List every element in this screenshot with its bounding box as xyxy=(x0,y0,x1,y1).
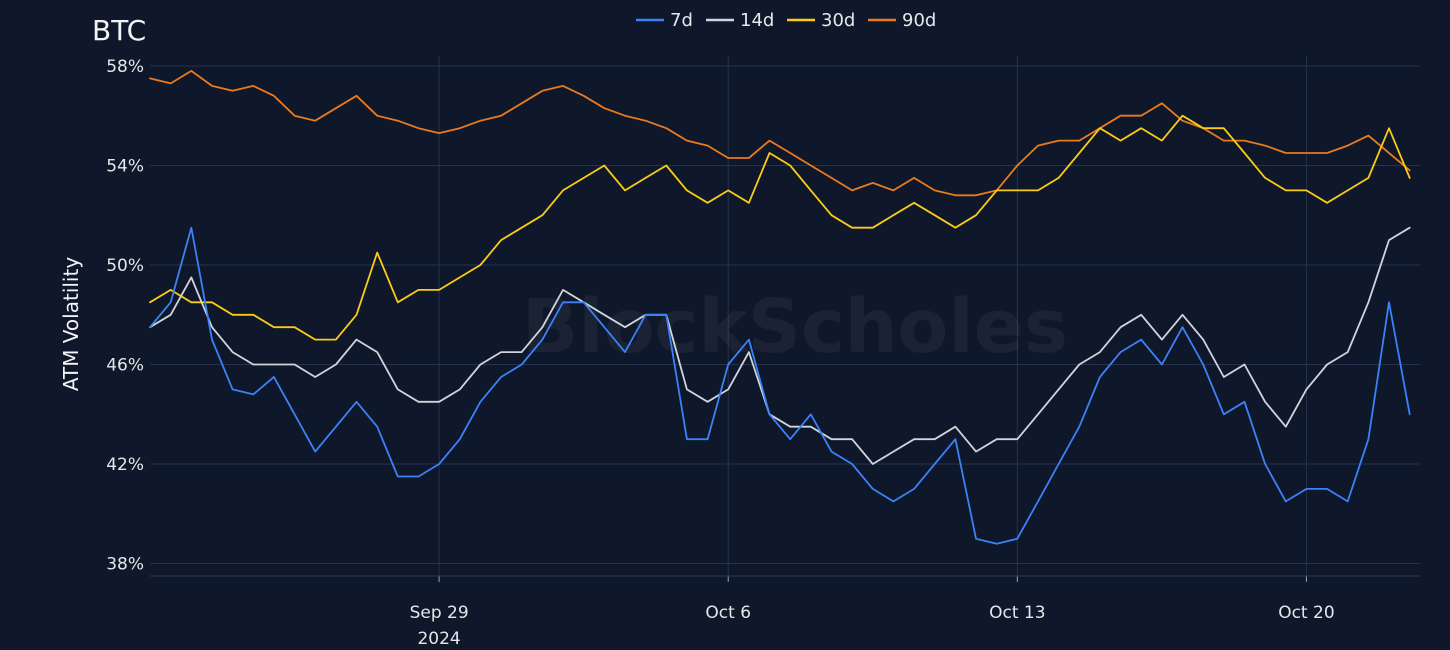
y-tick-label: 46% xyxy=(106,356,144,376)
legend-label: 7d xyxy=(670,10,693,31)
y-tick-label: 54% xyxy=(106,156,144,176)
series-line-90d xyxy=(149,70,1411,197)
legend-item-90d[interactable]: 90d xyxy=(868,10,936,31)
x-year-label: 2024 xyxy=(417,629,460,649)
watermark: BlockScholes xyxy=(522,284,1068,370)
axes: 38% 42% 46% 50% 54% 58% Sep 29 Oct 6 Oct 13 Oct 2… xyxy=(106,57,1420,649)
y-axis-label: ATM Volatility xyxy=(59,257,83,391)
legend-label: 90d xyxy=(902,10,936,31)
y-tick-label: 38% xyxy=(106,555,144,575)
x-tick-label: Oct 6 xyxy=(705,603,751,623)
legend-item-14d[interactable]: 14d xyxy=(706,10,774,31)
x-tick-label: Sep 29 xyxy=(410,603,469,623)
y-tick-label: 42% xyxy=(106,455,144,475)
series-layer xyxy=(149,70,1411,545)
legend-label: 30d xyxy=(821,10,855,31)
chart-title: BTC xyxy=(92,14,146,47)
y-tick-label: 58% xyxy=(106,57,144,77)
x-tick-label: Oct 20 xyxy=(1278,603,1334,623)
legend-item-7d[interactable]: 7d xyxy=(636,10,693,31)
legend[interactable]: 7d 14d 30d 90d xyxy=(636,10,936,31)
series-line-14d xyxy=(149,226,1411,465)
legend-label: 14d xyxy=(740,10,774,31)
series-line-30d xyxy=(149,114,1411,341)
grid xyxy=(150,56,1420,576)
legend-item-30d[interactable]: 30d xyxy=(787,10,855,31)
y-tick-label: 50% xyxy=(106,256,144,276)
series-line-7d xyxy=(149,226,1411,545)
x-tick-label: Oct 13 xyxy=(989,603,1045,623)
